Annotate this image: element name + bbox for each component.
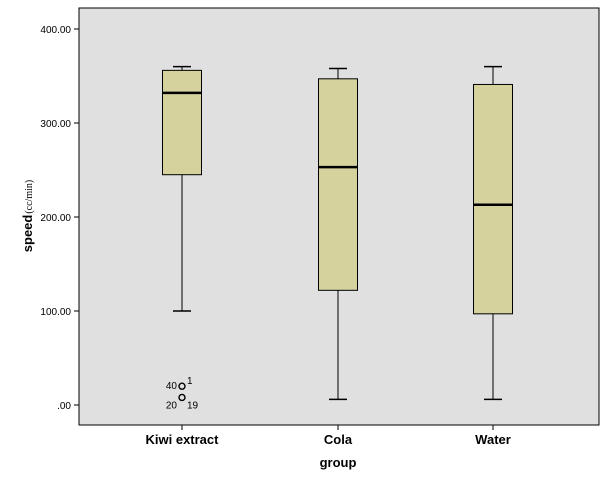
y-tick-label: 100.00: [40, 307, 71, 318]
outlier-label: 40: [166, 381, 178, 392]
outlier-label: 1: [187, 376, 193, 387]
y-axis-title: speed(cc/min): [20, 180, 35, 252]
x-tick-label: Kiwi extract: [146, 432, 220, 447]
y-axis: .00 100.00 200.00 300.00 400.00: [40, 25, 79, 412]
outlier-marker: [178, 393, 186, 402]
outlier-label: 20: [166, 400, 178, 411]
outlier-label: 19: [187, 400, 199, 411]
x-tick-label: Cola: [324, 432, 353, 447]
y-tick-label: .00: [57, 401, 71, 412]
iqr-box: [473, 83, 513, 315]
iqr-box: [318, 78, 358, 291]
x-axis-title: group: [320, 455, 357, 470]
y-axis-title-unit: (cc/min): [24, 180, 35, 214]
y-tick-label: 400.00: [40, 25, 71, 36]
outlier-marker: [178, 382, 186, 390]
iqr-box: [162, 69, 202, 176]
y-axis-title-main: speed: [20, 215, 35, 253]
x-tick-label: Water: [475, 432, 511, 447]
x-axis: Kiwi extract Cola Water: [146, 425, 511, 447]
y-tick-label: 200.00: [40, 213, 71, 224]
y-tick-label: 300.00: [40, 119, 71, 130]
boxes-group: 40 1 20 19: [162, 65, 513, 411]
